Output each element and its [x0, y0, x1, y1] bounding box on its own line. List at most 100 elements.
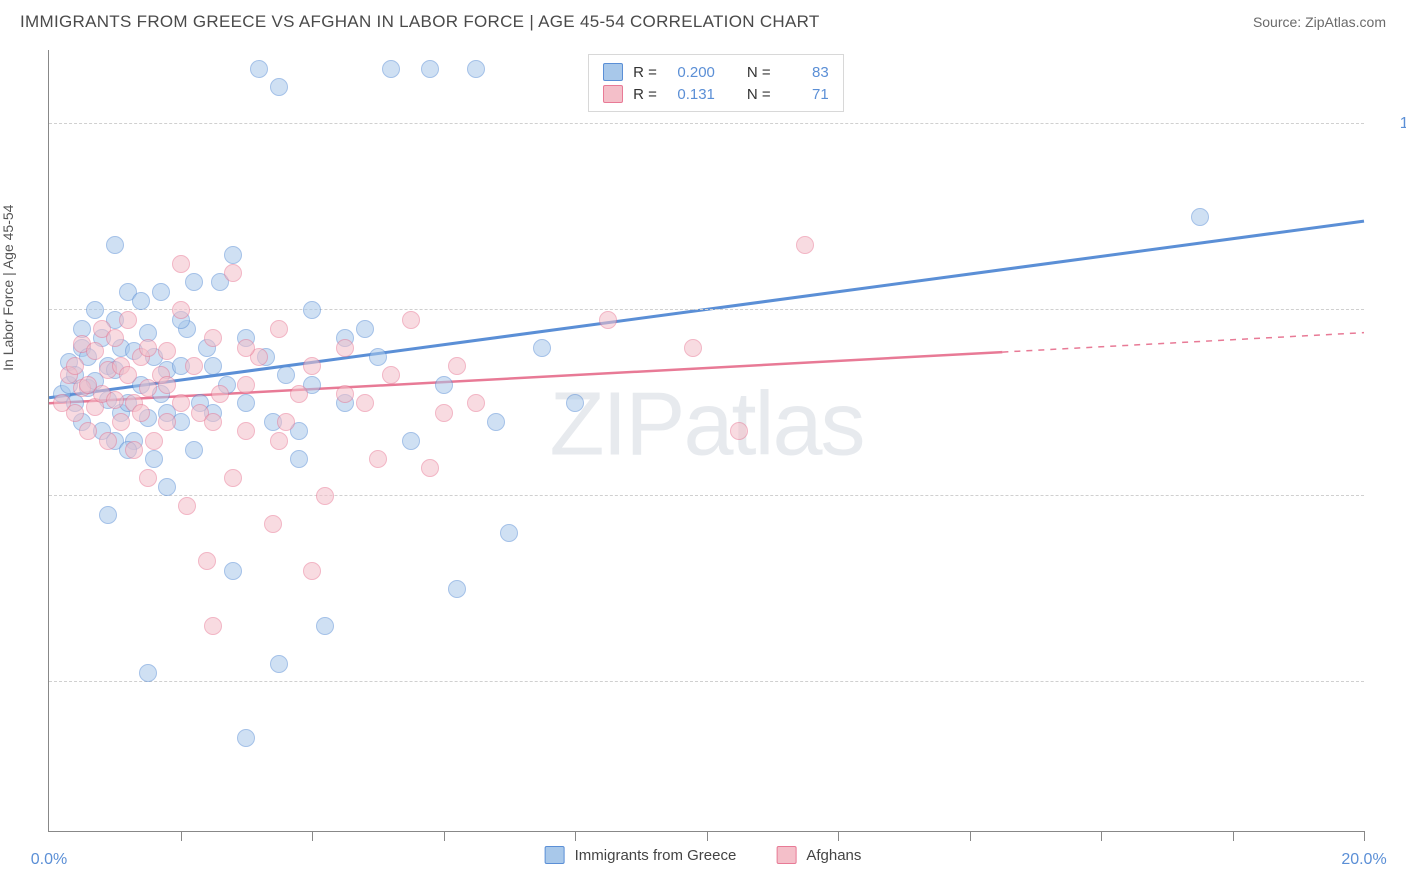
data-point: [158, 413, 176, 431]
data-point: [250, 60, 268, 78]
x-tick: [181, 831, 182, 841]
legend-swatch-greece: [545, 846, 565, 864]
data-point: [139, 664, 157, 682]
data-point: [224, 469, 242, 487]
data-point: [237, 376, 255, 394]
data-point: [224, 246, 242, 264]
data-point: [435, 404, 453, 422]
source-label: Source: ZipAtlas.com: [1253, 14, 1386, 30]
data-point: [66, 404, 84, 422]
x-tick: [707, 831, 708, 841]
data-point: [237, 339, 255, 357]
data-point: [79, 422, 97, 440]
data-point: [224, 562, 242, 580]
gridline: [49, 123, 1364, 124]
data-point: [448, 580, 466, 598]
data-point: [185, 273, 203, 291]
x-tick-label: 20.0%: [1341, 851, 1386, 869]
legend-item: Immigrants from Greece: [545, 846, 737, 864]
y-tick-label: 70.0%: [1374, 673, 1406, 691]
watermark: ZIPatlas: [549, 373, 863, 476]
correlation-legend: R = 0.200 N = 83 R = 0.131 N = 71: [588, 54, 844, 112]
data-point: [264, 515, 282, 533]
data-point: [467, 60, 485, 78]
data-point: [86, 342, 104, 360]
gridline: [49, 681, 1364, 682]
data-point: [139, 339, 157, 357]
data-point: [467, 394, 485, 412]
data-point: [369, 348, 387, 366]
data-point: [237, 394, 255, 412]
data-point: [237, 729, 255, 747]
data-point: [106, 329, 124, 347]
data-point: [204, 357, 222, 375]
data-point: [145, 432, 163, 450]
legend-swatch-afghan: [776, 846, 796, 864]
legend-row: R = 0.200 N = 83: [603, 61, 829, 83]
x-tick: [1233, 831, 1234, 841]
r-value-afghan: 0.131: [667, 86, 715, 103]
data-point: [158, 376, 176, 394]
data-point: [303, 357, 321, 375]
data-point: [533, 339, 551, 357]
legend-label-afghan: Afghans: [806, 847, 861, 864]
series-legend: Immigrants from Greece Afghans: [545, 846, 862, 864]
data-point: [336, 385, 354, 403]
x-tick: [838, 831, 839, 841]
data-point: [487, 413, 505, 431]
data-point: [402, 311, 420, 329]
n-label: N =: [747, 86, 771, 103]
data-point: [119, 311, 137, 329]
x-tick: [575, 831, 576, 841]
x-tick: [1364, 831, 1365, 841]
data-point: [316, 617, 334, 635]
x-tick-label: 0.0%: [31, 851, 67, 869]
data-point: [270, 432, 288, 450]
data-point: [204, 617, 222, 635]
data-point: [198, 552, 216, 570]
data-point: [237, 422, 255, 440]
x-tick: [312, 831, 313, 841]
data-point: [132, 292, 150, 310]
x-tick: [1101, 831, 1102, 841]
data-point: [382, 366, 400, 384]
data-point: [99, 506, 117, 524]
data-point: [152, 283, 170, 301]
chart-header: IMMIGRANTS FROM GREECE VS AFGHAN IN LABO…: [0, 0, 1406, 40]
data-point: [112, 413, 130, 431]
x-tick: [970, 831, 971, 841]
data-point: [99, 432, 117, 450]
data-point: [356, 394, 374, 412]
gridline: [49, 495, 1364, 496]
r-label: R =: [633, 64, 657, 81]
data-point: [172, 255, 190, 273]
data-point: [185, 357, 203, 375]
data-point: [421, 459, 439, 477]
n-label: N =: [747, 64, 771, 81]
y-tick-label: 90.0%: [1374, 301, 1406, 319]
data-point: [185, 441, 203, 459]
data-point: [369, 450, 387, 468]
legend-swatch-greece: [603, 63, 623, 81]
data-point: [599, 311, 617, 329]
data-point: [303, 301, 321, 319]
data-point: [448, 357, 466, 375]
data-point: [211, 385, 229, 403]
data-point: [382, 60, 400, 78]
r-label: R =: [633, 86, 657, 103]
legend-swatch-afghan: [603, 85, 623, 103]
data-point: [356, 320, 374, 338]
data-point: [172, 394, 190, 412]
y-axis-label: In Labor Force | Age 45-54: [0, 205, 16, 371]
data-point: [145, 450, 163, 468]
data-point: [139, 469, 157, 487]
data-point: [178, 497, 196, 515]
data-point: [204, 329, 222, 347]
data-point: [86, 301, 104, 319]
data-point: [204, 413, 222, 431]
data-point: [277, 413, 295, 431]
n-value-greece: 83: [781, 64, 829, 81]
data-point: [66, 357, 84, 375]
data-point: [402, 432, 420, 450]
gridline: [49, 309, 1364, 310]
